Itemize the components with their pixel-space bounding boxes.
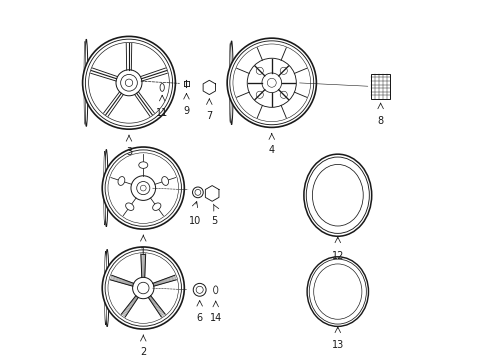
Ellipse shape: [214, 286, 218, 294]
Circle shape: [133, 277, 154, 299]
Circle shape: [233, 44, 311, 122]
Ellipse shape: [306, 157, 369, 233]
Circle shape: [206, 84, 213, 91]
Text: 2: 2: [140, 347, 147, 357]
Ellipse shape: [153, 203, 161, 211]
Ellipse shape: [105, 149, 108, 227]
Circle shape: [247, 58, 296, 107]
Circle shape: [161, 86, 164, 89]
Text: 6: 6: [196, 313, 203, 323]
Circle shape: [131, 176, 156, 201]
Ellipse shape: [162, 176, 169, 185]
Ellipse shape: [307, 257, 368, 327]
Circle shape: [227, 38, 317, 127]
Circle shape: [138, 282, 149, 294]
Text: 4: 4: [269, 145, 275, 155]
Text: 3: 3: [126, 147, 132, 157]
Ellipse shape: [229, 42, 231, 123]
Text: 7: 7: [206, 111, 213, 121]
Circle shape: [121, 75, 137, 91]
Ellipse shape: [105, 249, 109, 327]
Circle shape: [193, 187, 203, 198]
Circle shape: [105, 250, 181, 326]
Polygon shape: [203, 80, 216, 95]
Circle shape: [102, 247, 184, 329]
Ellipse shape: [312, 165, 363, 226]
Circle shape: [105, 150, 181, 226]
Circle shape: [230, 41, 314, 125]
Circle shape: [116, 70, 142, 96]
Circle shape: [108, 253, 178, 323]
Ellipse shape: [139, 162, 148, 168]
Circle shape: [137, 181, 150, 195]
Text: 13: 13: [332, 341, 344, 351]
Circle shape: [208, 189, 216, 197]
Text: 12: 12: [332, 251, 344, 261]
Circle shape: [256, 67, 263, 75]
Circle shape: [280, 67, 287, 75]
Circle shape: [193, 283, 206, 296]
Bar: [371, 74, 391, 99]
Ellipse shape: [314, 264, 362, 319]
Circle shape: [262, 73, 282, 93]
Circle shape: [102, 147, 184, 229]
Ellipse shape: [84, 41, 86, 125]
Text: 1: 1: [140, 247, 147, 257]
Circle shape: [195, 189, 201, 195]
Ellipse shape: [125, 203, 134, 211]
Circle shape: [196, 286, 203, 293]
Text: 5: 5: [212, 216, 218, 226]
Circle shape: [280, 91, 287, 98]
Circle shape: [141, 185, 146, 191]
Text: 9: 9: [183, 106, 190, 116]
Text: 10: 10: [189, 216, 201, 226]
Ellipse shape: [85, 39, 88, 126]
Ellipse shape: [309, 259, 367, 324]
Circle shape: [85, 39, 172, 126]
Ellipse shape: [304, 154, 372, 236]
Polygon shape: [205, 186, 219, 201]
Text: 8: 8: [378, 116, 384, 126]
Circle shape: [108, 153, 178, 224]
Circle shape: [89, 42, 170, 123]
Circle shape: [268, 78, 276, 87]
Ellipse shape: [104, 151, 106, 225]
Ellipse shape: [104, 251, 106, 325]
Ellipse shape: [160, 84, 164, 91]
Ellipse shape: [230, 41, 233, 125]
Text: 11: 11: [156, 108, 169, 118]
Circle shape: [83, 36, 175, 129]
Circle shape: [256, 91, 263, 98]
Ellipse shape: [118, 176, 125, 185]
Circle shape: [125, 79, 133, 86]
Circle shape: [214, 288, 217, 291]
Text: 14: 14: [210, 313, 222, 323]
